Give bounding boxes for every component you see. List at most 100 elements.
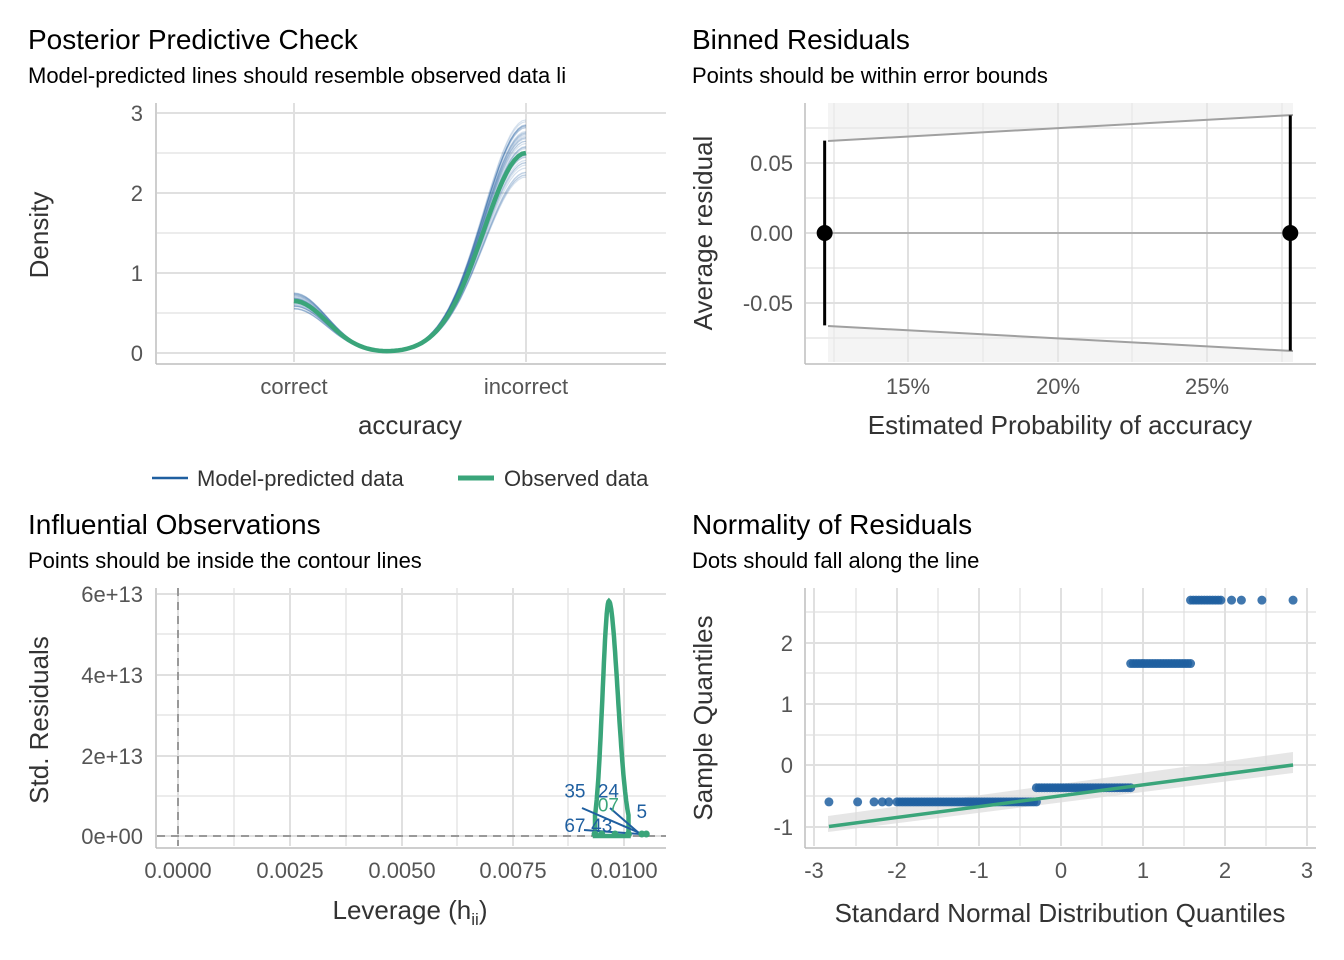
influential-title: Influential Observations bbox=[28, 509, 321, 540]
normality-x-tick: -2 bbox=[887, 858, 907, 883]
ppc-predicted-line bbox=[293, 119, 527, 352]
binned-panel: 0.05 0.00 -0.05 15% 20% 25% Estimated Pr… bbox=[688, 103, 1316, 440]
normality-point bbox=[877, 797, 887, 807]
binned-x-tick: 25% bbox=[1185, 374, 1229, 399]
normality-point bbox=[1186, 659, 1196, 669]
influential-point-label: 24 bbox=[598, 782, 620, 803]
normality-point bbox=[1236, 595, 1246, 605]
normality-points bbox=[824, 595, 1298, 807]
binned-y-tick: 0.05 bbox=[750, 151, 793, 176]
ppc-x-tick-incorrect: incorrect bbox=[484, 374, 568, 399]
binned-upper-bound bbox=[827, 114, 1294, 142]
influential-x-tick: 0.0075 bbox=[479, 858, 546, 883]
normality-x-tick: -1 bbox=[969, 858, 989, 883]
binned-y-label: Average residual bbox=[688, 136, 718, 331]
ppc-y-tick: 0 bbox=[131, 341, 143, 366]
ppc-grid bbox=[157, 103, 666, 362]
influential-x-tick: 0.0050 bbox=[368, 858, 435, 883]
ppc-subtitle: Model-predicted lines should resemble ob… bbox=[28, 63, 567, 88]
influential-point bbox=[624, 830, 632, 838]
binned-y-tick: -0.05 bbox=[743, 291, 793, 316]
normality-x-label: Standard Normal Distribution Quantiles bbox=[835, 898, 1286, 928]
ppc-y-label: Density bbox=[24, 192, 54, 279]
ppc-predicted-line bbox=[293, 126, 527, 352]
influential-x-tick: 0.0025 bbox=[256, 858, 323, 883]
influential-y-tick: 2e+13 bbox=[81, 744, 143, 769]
influential-contour-curve bbox=[592, 597, 631, 839]
ppc-predicted-line bbox=[293, 125, 527, 352]
normality-y-label: Sample Quantiles bbox=[688, 615, 718, 820]
normality-x-tick: -3 bbox=[804, 858, 824, 883]
ppc-predicted-line bbox=[293, 125, 527, 352]
normality-subtitle: Dots should fall along the line bbox=[692, 548, 980, 573]
binned-x-tick: 15% bbox=[886, 374, 930, 399]
ppc-panel: 3 2 1 0 correct incorrect accuracy Densi… bbox=[24, 101, 666, 491]
influential-x-tick: 0.0000 bbox=[144, 858, 211, 883]
influential-y-tick: 6e+13 bbox=[81, 582, 143, 607]
influential-point bbox=[591, 830, 599, 838]
influential-point bbox=[611, 830, 619, 838]
binned-lower-bound bbox=[827, 325, 1294, 352]
ppc-predicted-line bbox=[293, 124, 527, 352]
influential-x-tick: 0.0100 bbox=[590, 858, 657, 883]
normality-panel: 2 1 0 -1 -3 -2 -1 0 1 2 3 Standard Norma… bbox=[688, 588, 1316, 928]
ppc-y-tick: 3 bbox=[131, 101, 143, 126]
influential-point-label: 07 bbox=[598, 796, 619, 817]
normality-point bbox=[1257, 595, 1267, 605]
ppc-observed-line bbox=[293, 150, 527, 354]
influential-y-tick: 4e+13 bbox=[81, 663, 143, 688]
influential-grid bbox=[157, 588, 666, 846]
ppc-legend: Model-predicted data Observed data bbox=[152, 466, 649, 491]
normality-point bbox=[1288, 595, 1298, 605]
binned-upper-band bbox=[828, 103, 1293, 141]
influential-point-label: 5 bbox=[637, 802, 648, 823]
ppc-y-tick: 1 bbox=[131, 261, 143, 286]
normality-point bbox=[1216, 595, 1226, 605]
influential-point-label: 43 bbox=[591, 816, 612, 837]
normality-y-tick: 0 bbox=[781, 753, 793, 778]
normality-x-tick: 1 bbox=[1137, 858, 1149, 883]
normality-point bbox=[869, 797, 879, 807]
normality-point bbox=[853, 797, 863, 807]
ppc-y-tick: 2 bbox=[131, 181, 143, 206]
normality-grid bbox=[806, 588, 1316, 846]
influential-point bbox=[642, 830, 650, 838]
normality-x-tick: 2 bbox=[1219, 858, 1231, 883]
ppc-predicted-line bbox=[293, 127, 527, 352]
influential-point bbox=[598, 830, 606, 838]
normality-x-tick: 0 bbox=[1055, 858, 1067, 883]
legend-observed-label: Observed data bbox=[504, 466, 649, 491]
ppc-x-label: accuracy bbox=[358, 410, 462, 440]
influential-y-tick: 0e+00 bbox=[81, 824, 143, 849]
ppc-predicted-lines bbox=[293, 119, 527, 352]
normality-y-tick: 2 bbox=[781, 631, 793, 656]
binned-point bbox=[816, 225, 833, 241]
influential-x-label: Leverage (hii) bbox=[333, 895, 488, 929]
binned-lower-band bbox=[828, 326, 1293, 362]
binned-y-tick: 0.00 bbox=[750, 221, 793, 246]
normality-point bbox=[1227, 595, 1237, 605]
legend-predicted-label: Model-predicted data bbox=[197, 466, 404, 491]
binned-x-tick: 20% bbox=[1036, 374, 1080, 399]
influential-point-label: 35 bbox=[564, 782, 585, 803]
normality-x-tick: 3 bbox=[1301, 858, 1313, 883]
binned-title: Binned Residuals bbox=[692, 24, 910, 55]
influential-subtitle: Points should be inside the contour line… bbox=[28, 548, 422, 573]
influential-y-label: Std. Residuals bbox=[24, 636, 54, 804]
normality-title: Normality of Residuals bbox=[692, 509, 973, 540]
normality-point bbox=[884, 797, 894, 807]
normality-reference-line bbox=[828, 763, 1294, 829]
influential-point-label: 67 bbox=[564, 816, 585, 837]
ppc-predicted-line bbox=[293, 121, 527, 352]
binned-subtitle: Points should be within error bounds bbox=[692, 63, 1048, 88]
ppc-x-tick-correct: correct bbox=[260, 374, 327, 399]
binned-point bbox=[1282, 225, 1299, 241]
normality-y-tick: 1 bbox=[781, 692, 793, 717]
binned-x-label: Estimated Probability of accuracy bbox=[868, 410, 1252, 440]
normality-y-tick: -1 bbox=[773, 815, 793, 840]
influential-points bbox=[591, 830, 650, 838]
ppc-predicted-line bbox=[293, 124, 527, 352]
ppc-title: Posterior Predictive Check bbox=[28, 24, 358, 55]
